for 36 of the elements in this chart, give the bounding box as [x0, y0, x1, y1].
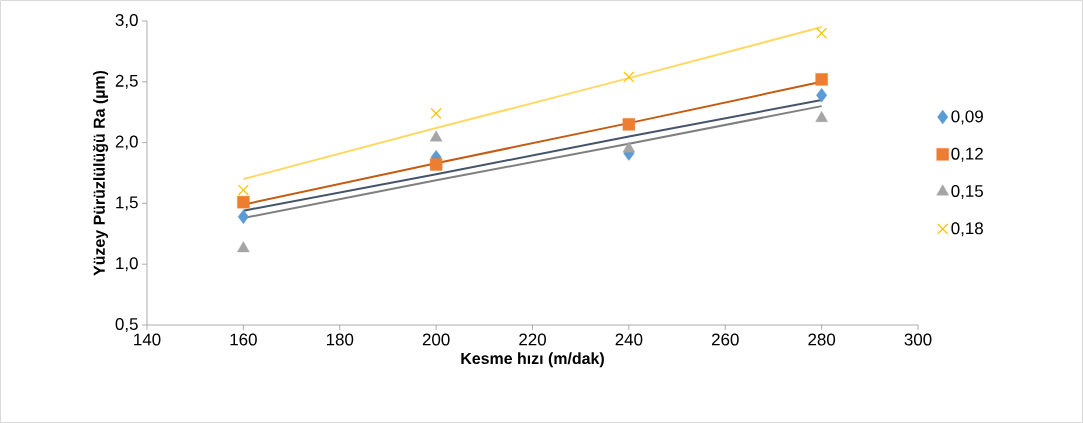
y-tick-label: 0,5: [115, 318, 138, 332]
legend-label: 0,18: [951, 222, 983, 237]
point: [237, 195, 250, 209]
y-tick-label: 1,0: [116, 257, 138, 272]
point: [237, 209, 249, 224]
point: [430, 107, 442, 119]
y-tick-label: 1,5: [116, 196, 138, 211]
point: [623, 71, 635, 83]
legend-label: 0,15: [951, 184, 983, 199]
x-tick-label: 260: [711, 333, 739, 346]
point: [622, 118, 636, 131]
x-tick-label: 160: [230, 333, 257, 346]
x-tick-label: 300: [904, 333, 932, 346]
point: [429, 130, 443, 142]
legend-label: 0,09: [951, 110, 983, 125]
y-tick-label: 2,0: [115, 135, 138, 150]
x-axis-title: Kesme hızı (m/dak): [461, 352, 604, 368]
point: [622, 141, 636, 153]
y-tick-label: 2,5: [115, 74, 138, 89]
x-tick-label: 180: [326, 333, 354, 346]
x-tick-label: 280: [808, 333, 836, 346]
y-tick-label: 3,0: [115, 14, 138, 28]
point: [816, 27, 828, 39]
point: [815, 111, 828, 122]
point: [237, 184, 249, 196]
x-tick-label: 140: [134, 333, 161, 346]
legend-label: 0,12: [951, 147, 983, 162]
point: [429, 158, 443, 171]
point: [815, 73, 828, 86]
x-tick-label: 200: [422, 333, 450, 346]
point: [237, 241, 250, 253]
point: [816, 87, 828, 103]
line-series: [242, 26, 823, 181]
y-axis-title: Yüzey Pürüzlülüğü Ra (µm): [93, 70, 109, 276]
x-tick-label: 220: [519, 333, 546, 346]
x-tick-label: 240: [615, 333, 643, 346]
